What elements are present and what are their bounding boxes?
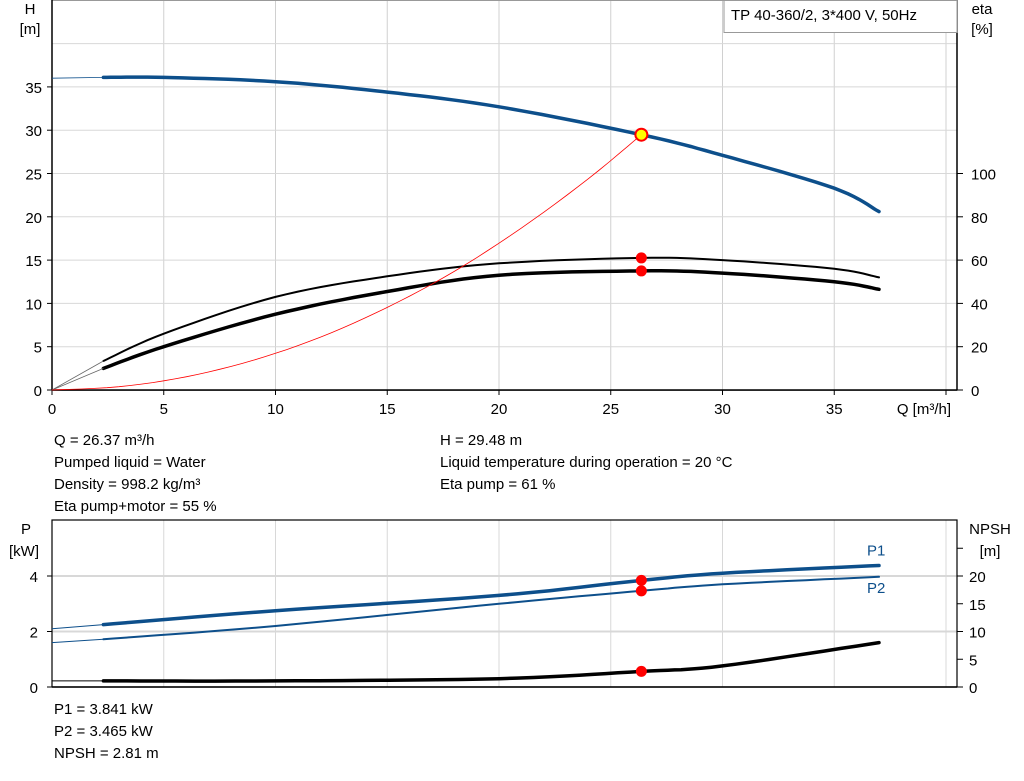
y-tick-label-right: 15 [969, 597, 986, 614]
y-tick-label-right: 10 [969, 625, 986, 642]
info-p2: P2 = 3.465 kW [54, 723, 153, 740]
p1-curve-extension [51, 624, 104, 630]
eta-pump-duty-point [635, 252, 647, 264]
info-density: Density = 998.2 kg/m³ [54, 476, 201, 493]
y-tick-label-right: 100 [971, 167, 996, 184]
y-tick-label-right: 60 [971, 253, 988, 270]
y-tick-label-right: 0 [969, 680, 977, 697]
y-axis-unit-right: [m] [980, 543, 1001, 560]
y-tick-label-left: 20 [25, 210, 42, 227]
p1-duty-point [635, 574, 647, 586]
system-curve [51, 134, 642, 391]
y-tick-label-left: 4 [30, 569, 38, 586]
head-curve-extension [51, 77, 104, 79]
y-tick-label-right: 80 [971, 210, 988, 227]
y-axis-unit-right: [%] [971, 21, 993, 38]
info-top-right: H = 29.48 m Liquid temperature during op… [440, 430, 732, 496]
p1-curve [101, 563, 881, 627]
y-tick-label-left: 15 [25, 253, 42, 270]
x-axis-label: Q [m³/h] [897, 401, 951, 418]
eta-pump-motor-curve [101, 269, 881, 371]
npsh-curve [101, 640, 881, 683]
eta-pump-curve [102, 256, 880, 362]
eta-pump-motor-duty-point [635, 265, 647, 277]
y-tick-label-left: 25 [25, 167, 42, 184]
x-tick-label: 20 [491, 401, 508, 418]
info-temperature: Liquid temperature during operation = 20… [440, 454, 733, 471]
plot-frame [51, 0, 958, 391]
y-tick-label-left: 10 [25, 296, 42, 313]
p2-curve-label: P2 [867, 580, 885, 597]
y-tick-label-right: 40 [971, 296, 988, 313]
info-q: Q = 26.37 m³/h [54, 432, 155, 449]
chart-title: TP 40-360/2, 3*400 V, 50Hz [731, 7, 917, 24]
x-tick-label: 35 [826, 401, 843, 418]
p1-curve-label: P1 [867, 542, 885, 559]
info-h: H = 29.48 m [440, 432, 523, 449]
x-tick-label: 5 [160, 401, 168, 418]
info-p1: P1 = 3.841 kW [54, 701, 153, 718]
npsh-duty-point [635, 665, 647, 677]
p2-curve-extension [51, 638, 104, 644]
y-axis-label-left: H [25, 1, 36, 18]
p2-duty-point [635, 585, 647, 597]
y-tick-label-right: 5 [969, 652, 977, 669]
info-eta-pump: Eta pump = 61 % [440, 476, 556, 493]
info-eta-pump-motor: Eta pump+motor = 55 % [54, 498, 217, 515]
y-axis-label-right: NPSH [969, 521, 1011, 538]
info-liquid: Pumped liquid = Water [54, 454, 206, 471]
x-tick-label: 15 [379, 401, 396, 418]
duty-point-marker [634, 127, 649, 142]
y-axis-unit-left: [kW] [9, 543, 39, 560]
eta-pump-motor-curve-extension [51, 368, 104, 391]
y-tick-label-left: 35 [25, 80, 42, 97]
y-tick-label-right: 20 [969, 569, 986, 586]
y-axis-unit-left: [m] [20, 21, 41, 38]
legend-box [723, 0, 958, 33]
y-tick-label-left: 2 [30, 625, 38, 642]
info-bottom: P1 = 3.841 kW P2 = 3.465 kW NPSH = 2.81 … [54, 699, 159, 765]
info-npsh: NPSH = 2.81 m [54, 745, 159, 762]
eta-pump-curve-extension [51, 360, 104, 391]
y-tick-label-left: 5 [34, 340, 42, 357]
x-tick-label: 25 [602, 401, 619, 418]
y-tick-label-left: 30 [25, 123, 42, 140]
y-tick-label-right: 20 [971, 340, 988, 357]
y-tick-label-left: 0 [30, 680, 38, 697]
y-tick-label-left: 0 [34, 383, 42, 400]
info-top-left: Q = 26.37 m³/h Pumped liquid = Water Den… [54, 430, 217, 518]
x-tick-label: 10 [267, 401, 284, 418]
head-curve [101, 75, 881, 214]
x-tick-label: 0 [48, 401, 56, 418]
y-axis-label-left: P [21, 521, 31, 538]
y-axis-label-right: eta [972, 1, 994, 18]
y-tick-label-right: 0 [971, 383, 979, 400]
p2-curve [102, 575, 880, 641]
x-tick-label: 30 [714, 401, 731, 418]
